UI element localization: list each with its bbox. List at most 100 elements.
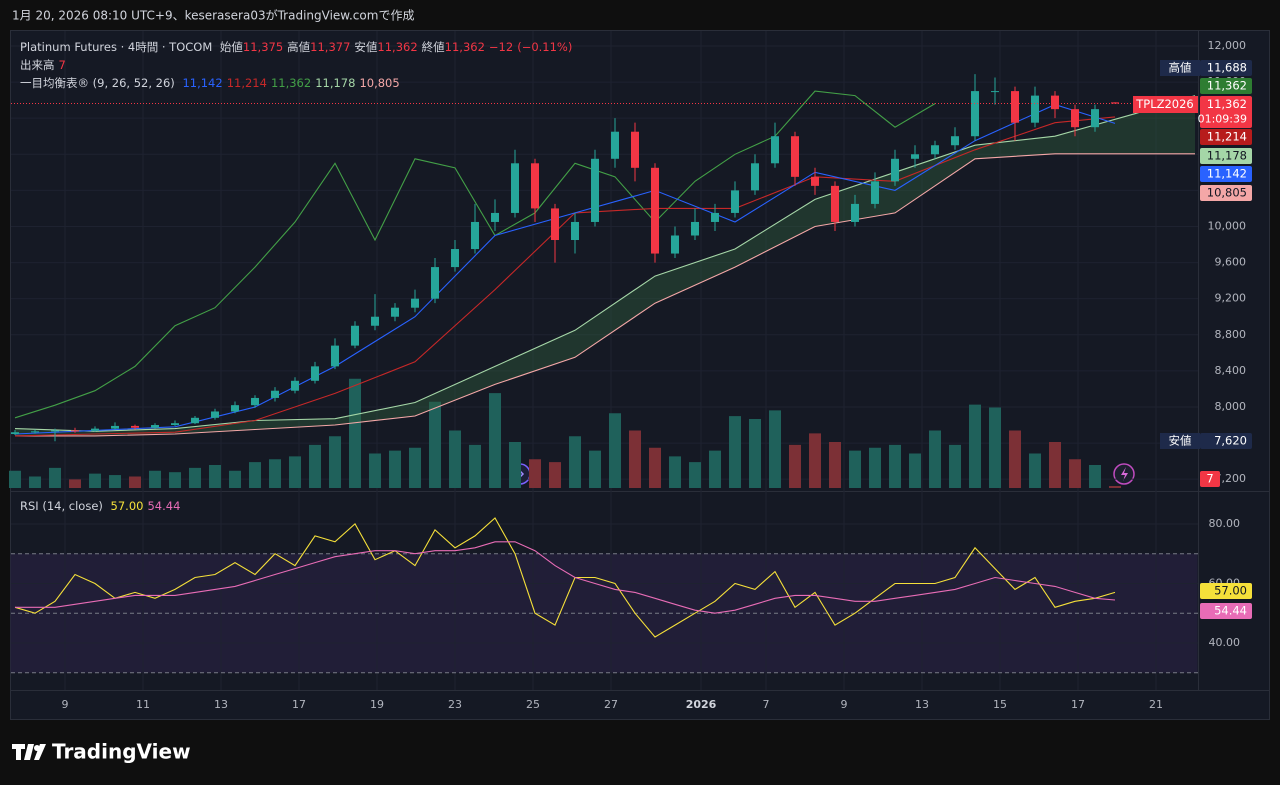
candle-body [391, 307, 399, 317]
volume-bar [589, 450, 601, 488]
y-tick-label: 8,000 [1215, 400, 1247, 413]
volume-bar [969, 404, 981, 488]
y-tick-label: 12,000 [1208, 39, 1247, 52]
candle-body [31, 431, 39, 433]
volume-bar [1109, 485, 1121, 488]
symbol-tag-bg [1133, 96, 1198, 113]
candle-body [71, 430, 79, 432]
x-tick-label: 15 [993, 698, 1007, 711]
rsi-value: 57.00 [110, 499, 144, 513]
caption: 1月 20, 2026 08:10 UTC+9、keserasera03がTra… [12, 8, 414, 23]
ichimoku-value: 11,178 [315, 76, 356, 90]
volume-bar [929, 430, 941, 488]
volume-bar [169, 472, 181, 488]
volume-bar [849, 450, 861, 488]
legend-field-value: 11,362 [444, 40, 485, 54]
volume-bar [529, 459, 541, 488]
candle-body [271, 390, 279, 398]
volume-bar [789, 444, 801, 488]
volume-bar [29, 476, 41, 488]
ichimoku-value: 10,805 [359, 76, 400, 90]
span-a-tag: 11,178 [1207, 149, 1247, 163]
volume-bar [509, 442, 521, 488]
brand-name: TradingView [52, 740, 191, 764]
volume-bar [449, 430, 461, 488]
brand-logo [12, 744, 34, 760]
y-tick-label: 9,600 [1215, 256, 1247, 269]
rsi-line [14, 517, 1116, 638]
rsi-ma-tag-bg [1200, 603, 1252, 619]
candle-body [491, 212, 499, 222]
rsi-line [15, 541, 1116, 614]
high-tag-prefix-bg [1160, 60, 1200, 76]
span-a-tag-bg [1200, 148, 1252, 164]
volume-bar [269, 459, 281, 488]
candle-body [651, 167, 659, 254]
volume-bar [749, 419, 761, 488]
volume-bar [429, 401, 441, 488]
candle-body [911, 154, 919, 159]
candle-body [231, 405, 239, 412]
volume-bar [649, 447, 661, 488]
legend-field-value: 11,375 [242, 40, 284, 54]
candle-body [351, 325, 359, 346]
candle-body [131, 425, 139, 428]
volume-bar [829, 442, 841, 488]
chikou-tag: 11,362 [1207, 79, 1247, 93]
candle-body [691, 221, 699, 236]
candle-body [1051, 95, 1059, 110]
candle-body [371, 316, 379, 326]
ichimoku-value: 11,214 [226, 76, 267, 90]
candle-body [951, 136, 959, 146]
candle-body [191, 417, 199, 424]
volume-bar [1089, 465, 1101, 488]
volume-bar [329, 436, 341, 488]
chikou-tag-bg [1200, 78, 1252, 94]
low-tag-prefix: 安値 [1169, 434, 1192, 448]
volume-bar [249, 462, 261, 488]
volume-bar [489, 393, 501, 488]
legend-field-name: 安値 [354, 40, 378, 54]
candle-body [791, 136, 799, 177]
candle-body [671, 235, 679, 254]
volume-bar [89, 473, 101, 488]
candle-body [711, 212, 719, 222]
brand: TradingView [12, 740, 191, 764]
volume-bar [1009, 430, 1021, 488]
brand-logo-slash [34, 744, 46, 760]
rsi-ma-tag: 54.44 [1214, 604, 1247, 618]
candle-body [1091, 109, 1099, 128]
tenkan-tag-bg [1200, 166, 1252, 182]
candle-body [971, 91, 979, 137]
rsi-tag: 57.00 [1214, 584, 1247, 598]
price-tag: 11,362 [1207, 97, 1247, 111]
candle-body [511, 163, 519, 213]
candle-body [111, 425, 119, 429]
volume-bar [689, 462, 701, 488]
volume-bar [109, 475, 121, 488]
ichimoku-tenkan [14, 104, 1116, 435]
symbol-title: Platinum Futures · 4時間 · TOCOM [20, 40, 213, 54]
low-tag-bg [1200, 433, 1252, 449]
ichimoku-name: 一目均衡表® (9, 26, 52, 26) [20, 76, 175, 90]
high-tag: 11,688 [1207, 61, 1247, 75]
x-tick-label: 17 [1071, 698, 1085, 711]
x-tick-label: 19 [370, 698, 384, 711]
y-tick-label: 8,400 [1215, 364, 1247, 377]
x-tick-label: 21 [1149, 698, 1163, 711]
volume-bar [709, 450, 721, 488]
high-tag-bg [1200, 60, 1252, 76]
candle-body [871, 181, 879, 204]
candle-body [431, 267, 439, 299]
legend-field-name: 高値 [287, 40, 311, 54]
span-b-tag-bg [1200, 185, 1252, 201]
ichimoku-chikou [14, 90, 936, 419]
x-tick-label: 9 [62, 698, 69, 711]
kijun-tag-bg [1200, 129, 1252, 145]
volume-bar [369, 453, 381, 488]
volume-bar [569, 436, 581, 488]
candle-body [891, 158, 899, 182]
volume-name: 出来高 [20, 58, 55, 72]
candle-body [311, 366, 319, 381]
